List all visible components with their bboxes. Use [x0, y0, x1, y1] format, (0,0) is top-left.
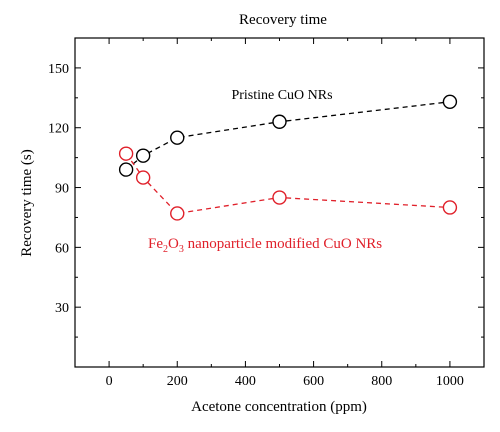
- y-axis-label: Recovery time (s): [19, 149, 35, 256]
- x-axis-ticks: 0 200 400 600 800 1000: [74, 38, 485, 389]
- series-pristine: [118, 94, 458, 177]
- y-tick-label: 150: [48, 62, 69, 77]
- fe-subscript-2: 2: [163, 244, 168, 255]
- series-line: [125, 153, 450, 215]
- data-point: [170, 206, 185, 221]
- x-tick-label: 600: [303, 374, 324, 389]
- y-axis-ticks: 30 60 90 120 150: [48, 62, 484, 338]
- x-tick-label: 800: [371, 374, 392, 389]
- data-point: [135, 148, 151, 163]
- y-tick-label: 120: [48, 122, 69, 137]
- annotation-fe2o3: Fe2O3 nanoparticle modified CuO NRs: [148, 236, 382, 255]
- data-point: [272, 190, 287, 205]
- data-point: [442, 200, 458, 215]
- x-tick-label: 0: [106, 374, 113, 389]
- data-point: [442, 94, 458, 110]
- annotation-pristine: Pristine CuO NRs: [231, 88, 332, 103]
- x-axis-label: Acetone concentration (ppm): [191, 399, 367, 415]
- chart-title: Recovery time: [239, 12, 327, 28]
- y-tick-label: 90: [55, 182, 69, 197]
- fe-text-1: Fe: [148, 236, 163, 252]
- fe-subscript-3: 3: [179, 244, 184, 255]
- data-point: [272, 114, 287, 129]
- series-layer: [118, 94, 458, 221]
- x-tick-label: 400: [235, 374, 256, 389]
- y-tick-label: 60: [55, 241, 69, 256]
- x-tick-label: 1000: [436, 374, 464, 389]
- fe-text-3: nanoparticle modified CuO NRs: [184, 236, 382, 252]
- fe-text-2: O: [168, 236, 179, 252]
- series-fe2o3-modified: [118, 146, 458, 221]
- data-point: [118, 162, 134, 177]
- data-point: [118, 146, 134, 161]
- data-point: [135, 170, 151, 185]
- x-tick-label: 200: [167, 374, 188, 389]
- data-point: [170, 130, 185, 145]
- y-tick-label: 30: [55, 301, 69, 316]
